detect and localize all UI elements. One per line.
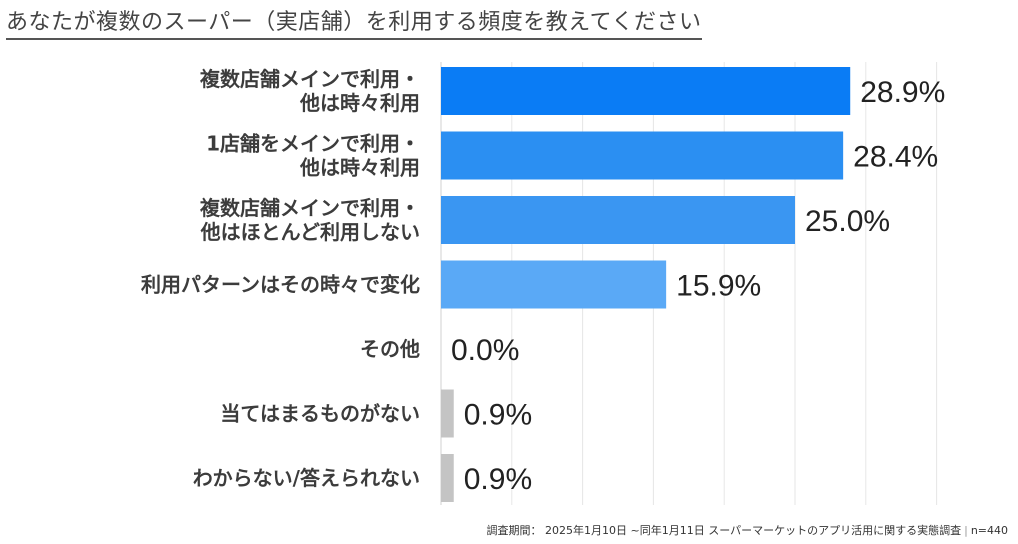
chart-title: あなたが複数のスーパー（実店舗）を利用する頻度を教えてください [6,4,702,40]
bar [441,389,454,438]
category-label: 当てはまるものがない [220,402,420,426]
value-label: 15.9% [676,270,761,303]
value-label: 25.0% [805,205,890,238]
sample-size: n=440 [970,524,1008,537]
value-label: 0.9% [464,399,532,432]
value-label: 0.9% [464,463,532,496]
bar [441,67,851,115]
value-label: 0.0% [451,334,519,367]
bar [441,260,667,309]
category-label: 1店舗をメインで利用・他は時々利用 [206,132,420,180]
value-label: 28.9% [860,76,945,109]
labels: 複数店舗メインで利用・他は時々利用 28.9% 1店舗をメインで利用・他は時々利用 2… [141,67,945,496]
footnote: 調査期間： 2025年1月10日 ~同年1月11日 スーパーマーケットのアプリ活… [487,522,1009,538]
category-label: 複数店舗メインで利用・他はほとんど利用しない [200,196,420,244]
value-label: 28.4% [853,141,938,174]
bar [441,196,795,244]
bar [441,454,454,502]
category-label: 複数店舗メインで利用・他は時々利用 [200,67,420,115]
category-label: わからない/答えられない [193,466,420,490]
footnote-separator: | [964,524,968,537]
bars [441,67,851,502]
category-label: その他 [360,337,420,361]
survey-period: 調査期間： 2025年1月10日 ~同年1月11日 スーパーマーケットのアプリ活… [486,524,962,537]
bar [441,131,844,180]
category-label: 利用パターンはその時々で変化 [141,273,420,297]
